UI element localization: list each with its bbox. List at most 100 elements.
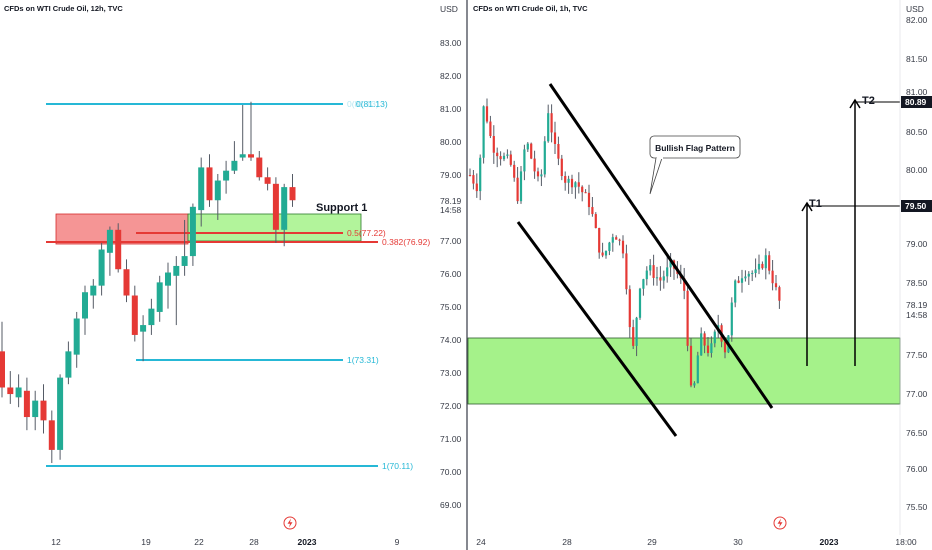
far-y-tick-12: 76.00	[906, 464, 928, 474]
right-candle	[550, 113, 553, 133]
right-candle	[764, 255, 767, 269]
left-candle	[148, 308, 155, 326]
right-y-tick-10: 73.00	[440, 368, 462, 378]
right-candle	[492, 136, 495, 153]
left-candle	[264, 177, 271, 184]
left-candle	[140, 325, 147, 332]
left-candle	[106, 229, 113, 253]
left-candle	[223, 170, 230, 181]
right-candle	[533, 158, 536, 172]
left-chart-panel: CFDs on WTI Crude Oil, 12h, TVC Support …	[0, 4, 430, 547]
right-y-price-time: 14:58	[440, 205, 462, 215]
right-candle	[744, 276, 747, 279]
right-candle	[598, 227, 601, 253]
right-candle	[730, 302, 733, 336]
right-candle	[703, 333, 706, 346]
right-candle	[618, 239, 621, 241]
right-candle	[696, 355, 699, 384]
right-candle	[723, 341, 727, 353]
right-candle	[774, 283, 778, 288]
left-candle	[173, 265, 180, 276]
far-y-currency: USD	[906, 4, 924, 14]
right-candle	[485, 106, 489, 122]
right-y-tick-11: 72.00	[440, 401, 462, 411]
right-chart-title: CFDs on WTI Crude Oil, 1h, TVC	[473, 4, 588, 13]
left-candle	[156, 282, 163, 312]
right-candle	[655, 277, 659, 279]
right-candle	[761, 263, 764, 269]
left-candle	[82, 292, 88, 319]
right-y-tick-4: 79.00	[440, 170, 462, 180]
right-candle	[540, 174, 543, 177]
flag-upper-line	[548, 83, 774, 409]
left-x-tick-2: 22	[194, 537, 204, 547]
right-candle	[700, 333, 703, 356]
bullish-flag-callout: Bullish Flag Pattern	[649, 135, 741, 195]
left-candle	[256, 157, 263, 178]
right-candle	[751, 273, 754, 275]
demand-zone-green	[467, 337, 901, 405]
left-candle	[231, 160, 238, 171]
left-candle	[131, 295, 138, 335]
right-candle	[496, 152, 499, 157]
right-replay-icon[interactable]	[773, 516, 787, 530]
left-candle	[0, 351, 5, 388]
right-candle	[625, 253, 628, 290]
right-candle	[621, 240, 625, 254]
right-candle	[502, 155, 506, 160]
left-candle	[214, 180, 221, 201]
right-candle	[581, 186, 584, 193]
right-candle	[615, 237, 618, 240]
far-y-tick-1: 81.50	[906, 54, 928, 64]
right-candle	[683, 278, 686, 291]
right-candle	[737, 280, 740, 283]
right-candle	[710, 343, 713, 353]
far-y-tick-7: 78.50	[906, 278, 928, 288]
right-candle	[645, 270, 648, 280]
right-candle	[740, 278, 744, 283]
left-candle	[40, 400, 47, 421]
left-candle	[123, 269, 130, 296]
left-candle	[48, 420, 55, 450]
far-y-tick-6: 79.00	[906, 239, 928, 249]
right-candle	[608, 242, 611, 251]
right-candle	[479, 157, 482, 192]
right-y-tick-1: 82.00	[440, 71, 462, 81]
left-candle	[248, 154, 254, 158]
right-candle	[693, 383, 696, 386]
right-candle	[754, 269, 757, 274]
far-y-tick-11: 76.50	[906, 428, 928, 438]
left-candle	[57, 377, 64, 450]
support-1-label: Support 1	[316, 202, 367, 214]
left-candle	[289, 187, 296, 201]
right-candle	[567, 178, 570, 183]
far-y-tick-2: 81.00	[906, 87, 928, 97]
left-replay-icon[interactable]	[283, 516, 297, 530]
far-y-tick-8: 78.19	[906, 300, 928, 310]
right-candle	[706, 345, 710, 353]
right-candle	[482, 106, 485, 158]
right-candle	[547, 113, 550, 142]
right-candle	[557, 144, 560, 159]
right-candle	[713, 331, 716, 344]
left-x-tick-4: 2023	[298, 537, 317, 547]
right-y-tick-3: 80.00	[440, 137, 462, 147]
left-x-tick-3: 28	[249, 537, 259, 547]
fib-level-0-label: 0(81.13)	[356, 99, 388, 109]
left-candle	[281, 187, 288, 230]
right-candle	[516, 177, 519, 202]
far-y-tick-4: 80.00	[906, 165, 928, 175]
right-candle	[584, 192, 587, 194]
right-candle	[632, 327, 635, 346]
right-candle	[468, 175, 472, 176]
left-x-tick-0: 12	[51, 537, 61, 547]
right-y-tick-13: 70.00	[440, 467, 462, 477]
right-candle	[771, 270, 774, 284]
left-candle	[15, 387, 22, 398]
left-candle	[165, 272, 171, 286]
right-candle	[475, 183, 478, 192]
far-y-tick-10: 77.00	[906, 389, 928, 399]
right-candle	[669, 260, 672, 268]
right-candle	[659, 277, 662, 281]
right-x-tick-2: 29	[647, 537, 657, 547]
